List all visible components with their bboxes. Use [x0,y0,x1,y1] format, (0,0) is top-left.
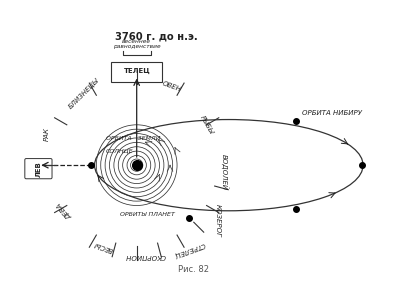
Text: РАК: РАК [44,126,50,140]
Text: СТРЕЛЕЦ: СТРЕЛЕЦ [173,241,206,258]
Text: 3760 г. до н.э.: 3760 г. до н.э. [115,32,197,42]
Text: ВОДОЛЕЙ: ВОДОЛЕЙ [220,154,228,190]
Text: ОРБИТА НИБИРУ: ОРБИТА НИБИРУ [302,109,362,116]
Text: ЛЕВ: ЛЕВ [35,161,41,177]
Text: ДЕВА: ДЕВА [56,201,73,220]
Text: СОЛНЦЕ: СОЛНЦЕ [105,148,133,153]
Text: весеннее
равноденствие: весеннее равноденствие [113,39,160,50]
Text: ВЕСЫ: ВЕСЫ [93,240,114,253]
Text: ОВЕН: ОВЕН [162,80,182,92]
Text: БЛИЗНЕЦЫ: БЛИЗНЕЦЫ [68,77,100,110]
Text: Рис. 82: Рис. 82 [178,265,209,274]
Text: СКОРПИОН: СКОРПИОН [125,253,166,258]
Text: ОРБИТА   ЗЕМЛИ: ОРБИТА ЗЕМЛИ [106,136,160,141]
Text: РЫБЫ: РЫБЫ [199,114,215,135]
Text: КОЗЕРОГ: КОЗЕРОГ [214,204,220,237]
Text: ТЕЛЕЦ: ТЕЛЕЦ [124,68,150,74]
Text: ОРБИТЫ ПЛАНЕТ: ОРБИТЫ ПЛАНЕТ [120,212,175,217]
